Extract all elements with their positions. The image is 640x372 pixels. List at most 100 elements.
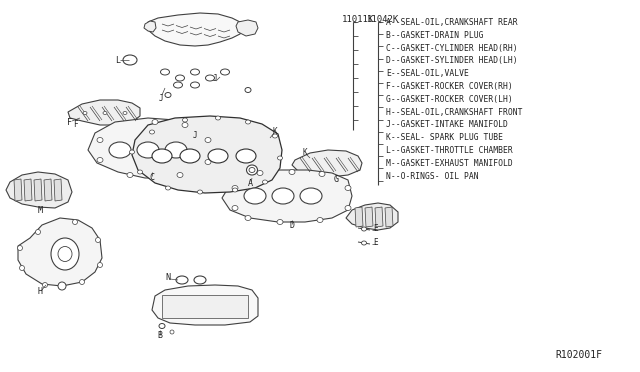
- Polygon shape: [375, 207, 383, 227]
- Text: F: F: [67, 118, 72, 126]
- Ellipse shape: [97, 263, 102, 267]
- Ellipse shape: [208, 149, 228, 163]
- Polygon shape: [68, 100, 140, 125]
- Ellipse shape: [216, 116, 221, 120]
- Polygon shape: [222, 170, 352, 222]
- Ellipse shape: [97, 157, 103, 163]
- Ellipse shape: [277, 219, 283, 224]
- Ellipse shape: [205, 160, 211, 164]
- Text: R102001F: R102001F: [555, 350, 602, 360]
- Ellipse shape: [51, 238, 79, 270]
- Ellipse shape: [257, 170, 263, 176]
- Text: L--GASKET-THROTTLE CHAMBER: L--GASKET-THROTTLE CHAMBER: [386, 146, 513, 155]
- Ellipse shape: [123, 55, 137, 65]
- Polygon shape: [152, 285, 258, 325]
- Ellipse shape: [182, 118, 188, 122]
- Ellipse shape: [176, 276, 188, 284]
- Ellipse shape: [127, 173, 133, 177]
- Ellipse shape: [165, 142, 187, 158]
- Text: G: G: [333, 174, 339, 183]
- Ellipse shape: [278, 156, 282, 160]
- Ellipse shape: [182, 122, 188, 128]
- Polygon shape: [24, 179, 32, 201]
- Polygon shape: [18, 218, 102, 286]
- Ellipse shape: [246, 120, 250, 124]
- Text: H--SEAL-OIL,CRANKSHAFT FRONT: H--SEAL-OIL,CRANKSHAFT FRONT: [386, 108, 522, 116]
- Text: N--O-RINGS- OIL PAN: N--O-RINGS- OIL PAN: [386, 171, 479, 180]
- Text: M--GASKET-EXHAUST MANIFOLD: M--GASKET-EXHAUST MANIFOLD: [386, 159, 513, 168]
- Polygon shape: [44, 179, 52, 201]
- Ellipse shape: [152, 149, 172, 163]
- Ellipse shape: [245, 215, 251, 221]
- Text: F: F: [73, 119, 77, 128]
- Ellipse shape: [345, 186, 351, 190]
- Ellipse shape: [236, 149, 256, 163]
- Text: J: J: [212, 74, 218, 83]
- Ellipse shape: [362, 241, 367, 245]
- Ellipse shape: [152, 119, 158, 125]
- Ellipse shape: [232, 186, 238, 190]
- Ellipse shape: [123, 112, 127, 115]
- Ellipse shape: [95, 237, 100, 243]
- Polygon shape: [54, 179, 62, 201]
- Ellipse shape: [83, 112, 87, 115]
- Polygon shape: [236, 20, 258, 36]
- Ellipse shape: [362, 227, 367, 231]
- Ellipse shape: [173, 82, 182, 88]
- Text: J--GASKET-INTAKE MANIFOLD: J--GASKET-INTAKE MANIFOLD: [386, 121, 508, 129]
- Ellipse shape: [345, 205, 351, 211]
- Ellipse shape: [249, 167, 255, 173]
- Text: K: K: [303, 148, 307, 157]
- Ellipse shape: [166, 186, 170, 190]
- Ellipse shape: [317, 218, 323, 222]
- Ellipse shape: [161, 69, 170, 75]
- Polygon shape: [162, 295, 248, 318]
- Ellipse shape: [17, 246, 22, 250]
- Ellipse shape: [245, 87, 251, 93]
- Ellipse shape: [194, 276, 206, 284]
- Ellipse shape: [137, 142, 159, 158]
- Ellipse shape: [175, 75, 184, 81]
- Ellipse shape: [72, 219, 77, 224]
- Ellipse shape: [272, 188, 294, 204]
- Ellipse shape: [159, 324, 165, 328]
- Ellipse shape: [150, 130, 154, 134]
- Text: B: B: [157, 331, 163, 340]
- Ellipse shape: [58, 282, 66, 290]
- Text: E: E: [374, 224, 378, 232]
- Ellipse shape: [273, 134, 278, 138]
- Ellipse shape: [198, 190, 202, 194]
- Polygon shape: [148, 13, 243, 46]
- Text: H: H: [38, 288, 42, 296]
- Text: D: D: [289, 221, 294, 230]
- Ellipse shape: [244, 188, 266, 204]
- Text: K: K: [273, 126, 277, 135]
- Text: C--GASKET-CYLINDER HEAD(RH): C--GASKET-CYLINDER HEAD(RH): [386, 44, 518, 52]
- Ellipse shape: [97, 138, 103, 142]
- Ellipse shape: [205, 75, 214, 81]
- Text: F--GASKET-ROCKER COVER(RH): F--GASKET-ROCKER COVER(RH): [386, 82, 513, 91]
- Polygon shape: [385, 207, 393, 227]
- Text: N: N: [166, 273, 170, 282]
- Text: B--GASKET-DRAIN PLUG: B--GASKET-DRAIN PLUG: [386, 31, 483, 40]
- Polygon shape: [365, 207, 373, 227]
- Ellipse shape: [232, 205, 238, 211]
- Text: D--GASKET-SYLINDER HEAD(LH): D--GASKET-SYLINDER HEAD(LH): [386, 57, 518, 65]
- Ellipse shape: [177, 173, 183, 177]
- Text: G--GASKET-ROCKER COVER(LH): G--GASKET-ROCKER COVER(LH): [386, 95, 513, 104]
- Text: A: A: [248, 179, 253, 187]
- Ellipse shape: [262, 180, 268, 184]
- Ellipse shape: [300, 188, 322, 204]
- Polygon shape: [292, 150, 362, 177]
- Ellipse shape: [35, 230, 40, 234]
- Text: J: J: [193, 131, 197, 140]
- Ellipse shape: [170, 330, 174, 334]
- Ellipse shape: [319, 171, 325, 176]
- Ellipse shape: [191, 69, 200, 75]
- Ellipse shape: [232, 188, 237, 192]
- Ellipse shape: [180, 149, 200, 163]
- Ellipse shape: [19, 266, 24, 270]
- Polygon shape: [346, 203, 398, 230]
- Polygon shape: [14, 179, 22, 201]
- Text: K--SEAL- SPARK PLUG TUBE: K--SEAL- SPARK PLUG TUBE: [386, 133, 503, 142]
